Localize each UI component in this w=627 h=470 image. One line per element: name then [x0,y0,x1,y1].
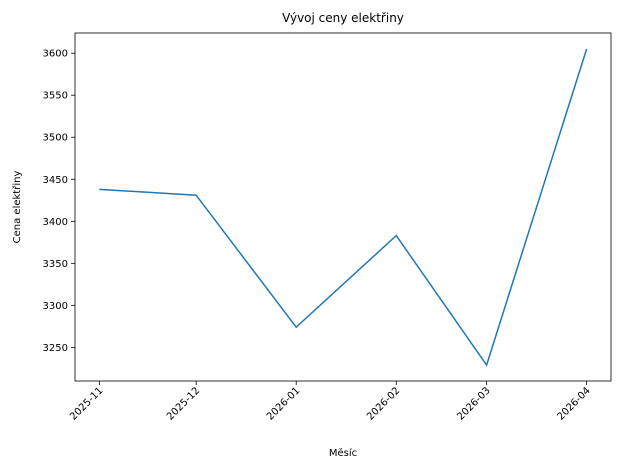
y-tick-label: 3500 [43,133,68,144]
y-tick-label: 3450 [43,175,68,186]
y-tick-label: 3300 [43,301,68,312]
plot-frame [74,32,612,382]
y-tick-label: 3350 [43,259,68,270]
chart-title: Vývoj ceny elektřiny [282,11,404,25]
y-tick-label: 3400 [43,217,68,228]
y-tick-label: 3600 [43,49,68,60]
y-tick-label: 3250 [43,343,68,354]
y-axis-label: Cena elektřiny [11,171,23,244]
x-axis-label: Měsíc [329,447,357,459]
line [99,48,588,367]
y-tick-label: 3550 [43,91,68,102]
